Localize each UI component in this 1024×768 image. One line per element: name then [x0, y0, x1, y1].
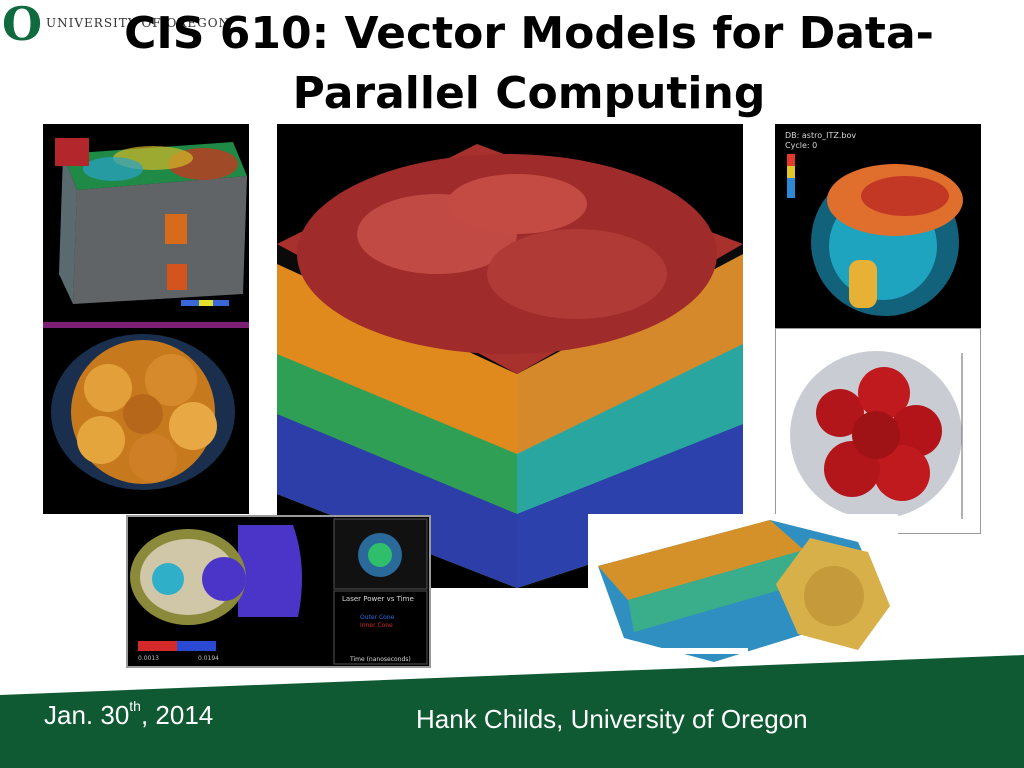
svg-text:0.0194: 0.0194 — [198, 655, 219, 662]
logo-text: UNIVERSITY OF OREGON — [46, 16, 231, 30]
oregon-o-logo-icon: O — [2, 0, 43, 51]
svg-text:Time (nanoseconds): Time (nanoseconds) — [349, 656, 411, 663]
image-supernova-burst — [43, 318, 249, 514]
svg-text:Outer Cone: Outer Cone — [360, 614, 395, 621]
svg-text:DB: astro_ITZ.bov: DB: astro_ITZ.bov — [785, 131, 856, 140]
svg-text:Laser Power vs Time: Laser Power vs Time — [342, 595, 414, 603]
image-laser-simulation: 0.0013 0.0194 Laser Power vs Time Outer … — [126, 515, 431, 668]
svg-text:Inner Cone: Inner Cone — [360, 622, 393, 629]
svg-text:0.0013: 0.0013 — [138, 655, 159, 662]
svg-text:Cycle: 0: Cycle: 0 — [785, 141, 817, 150]
image-mixing-layer-cube — [277, 124, 743, 588]
image-star-volume: DB: astro_ITZ.bov Cycle: 0 — [775, 124, 981, 328]
image-hexagonal-assembly — [588, 514, 898, 668]
image-red-cluster — [775, 328, 981, 534]
author-affiliation: Hank Childs, University of Oregon — [416, 704, 808, 734]
slide-title: CIS 610: Vector Models for Data-Parallel… — [124, 8, 934, 119]
footer-band — [0, 655, 1024, 768]
presentation-date: Jan. 30th, 2014 — [44, 698, 214, 730]
image-turbulence-box — [43, 124, 249, 318]
